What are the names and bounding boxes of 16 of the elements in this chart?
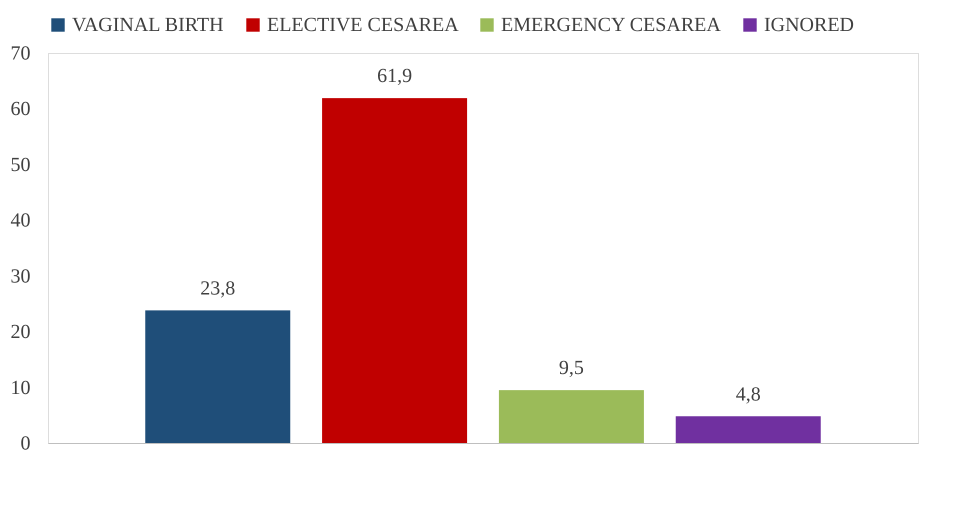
legend-label: EMERGENCY CESAREA [501,14,722,36]
legend-label: VAGINAL BIRTH [72,14,224,36]
legend-label: IGNORED [764,14,854,36]
y-tick-label: 30 [10,265,30,288]
y-tick-label: 0 [20,432,30,454]
y-tick-label: 10 [10,376,30,399]
data-label: 61,9 [377,65,412,88]
y-tick-label: 50 [10,154,30,176]
y-tick-label: 60 [10,98,30,120]
data-label: 23,8 [200,277,236,300]
y-tick-label: 70 [10,42,30,64]
y-tick-label: 40 [10,210,30,232]
data-label: 9,5 [558,357,584,380]
legend-label: ELECTIVE CESAREA [267,14,460,36]
data-label: 4,8 [736,383,761,406]
y-tick-label: 20 [10,321,30,344]
